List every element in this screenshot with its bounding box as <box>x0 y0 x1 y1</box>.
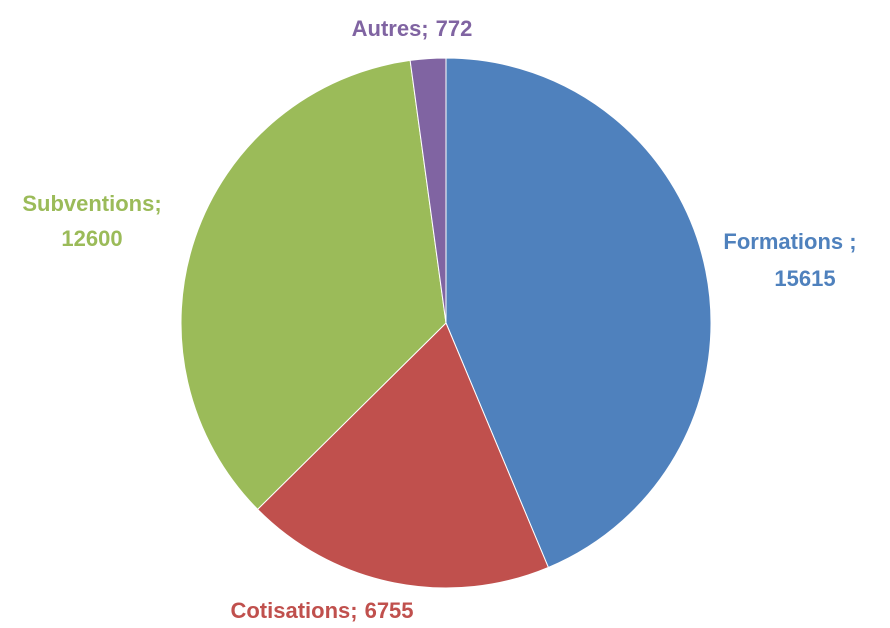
pie-slice <box>256 322 550 589</box>
pie-slice <box>445 57 712 569</box>
data-label: Formations ; 15615 <box>723 229 856 291</box>
pie-slice <box>409 57 447 324</box>
label-value: 772 <box>436 16 473 41</box>
label-value: 12600 <box>61 226 122 251</box>
label-value: 15615 <box>774 266 835 291</box>
data-label: Autres; 772 <box>352 16 473 41</box>
data-label: Cotisations; 6755 <box>230 598 413 623</box>
label-category: Subventions; <box>22 191 161 216</box>
label-category: Cotisations; <box>230 598 357 623</box>
label-category: Formations ; <box>723 229 856 254</box>
data-label: Subventions; 12600 <box>22 191 161 251</box>
label-value: 6755 <box>365 598 414 623</box>
label-category: Autres; <box>352 16 429 41</box>
pie-slice <box>180 59 447 511</box>
